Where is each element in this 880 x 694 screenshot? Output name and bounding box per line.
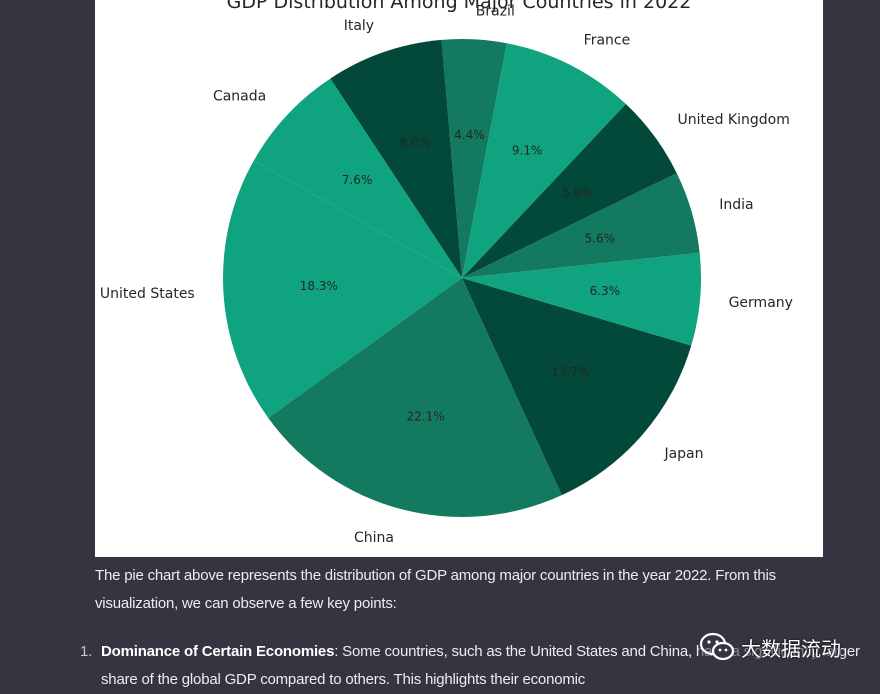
slice-label-italy: Italy [344, 18, 374, 34]
pie-slice-canada [253, 78, 462, 279]
pct-label-canada: 7.6% [342, 173, 373, 187]
watermark-text: 大数据流动 [741, 636, 841, 661]
pie-slice-india [462, 173, 700, 278]
pct-label-china: 22.1% [406, 410, 444, 424]
pie-slice-brazil [441, 38, 507, 278]
slice-label-united-kingdom: United Kingdom [677, 112, 789, 128]
pie-slice-japan [462, 278, 692, 496]
pie-chart: 4.4% 8.0% 7.6% 18.3% 22.1% 13.7% 6.3% 5.6% 5.8% 9… [100, 4, 793, 546]
slice-label-india: India [719, 197, 753, 213]
slice-label-france: France [584, 33, 631, 49]
pie-slice-united-states [223, 160, 462, 418]
pct-label-united-states: 18.3% [300, 279, 338, 293]
pct-label-japan: 13.7% [551, 365, 589, 379]
watermark: 大数据流动 [699, 630, 841, 664]
response-intro: The pie chart above represents the distr… [95, 567, 776, 612]
pie-slice-china [268, 278, 562, 517]
pie-slice-italy [330, 39, 462, 278]
pct-label-italy: 8.0% [400, 136, 431, 150]
list-item-title: Dominance of Certain Economies [101, 643, 335, 660]
pct-label-united-kingdom: 5.8% [562, 186, 593, 200]
chart-panel: 4.4% 8.0% 7.6% 18.3% 22.1% 13.7% 6.3% 5.6% 5.8% 9… [95, 0, 823, 557]
pct-label-brazil: 4.4% [454, 128, 485, 142]
pie-slice-united-kingdom [462, 103, 677, 279]
pct-label-france: 9.1% [512, 143, 543, 157]
slice-label-china: China [354, 530, 394, 546]
slice-label-brazil: Brazil [476, 4, 515, 20]
slice-label-canada: Canada [213, 88, 266, 104]
slice-label-japan: Japan [663, 446, 703, 462]
pct-label-germany: 6.3% [590, 284, 621, 298]
assistant-response: The pie chart above represents the distr… [95, 562, 835, 618]
pie-slice-france [462, 43, 626, 278]
pie-slice-germany [462, 252, 702, 346]
chart-title: GDP Distribution Among Major Countries i… [226, 0, 692, 13]
slice-label-germany: Germany [729, 295, 793, 311]
list-item-number: 1. [80, 643, 93, 660]
wechat-icon [699, 632, 735, 661]
slice-label-united-states: United States [100, 286, 195, 302]
pct-label-india: 5.6% [585, 231, 616, 245]
